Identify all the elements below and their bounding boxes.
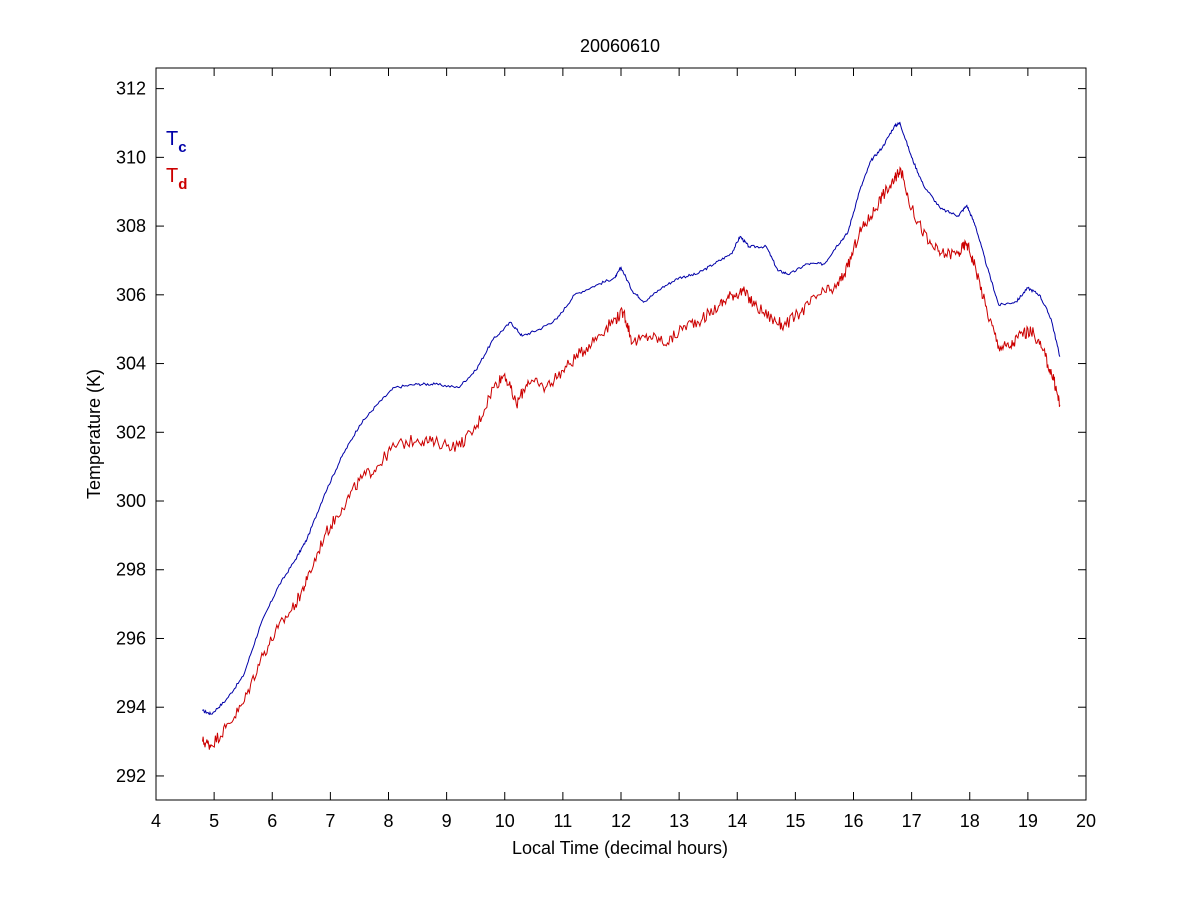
- series-line-tc: [202, 121, 1061, 716]
- x-tick-label: 16: [843, 811, 863, 831]
- y-tick-label: 300: [116, 491, 146, 511]
- y-tick-label: 302: [116, 422, 146, 442]
- x-tick-label: 9: [442, 811, 452, 831]
- y-tick-label: 306: [116, 285, 146, 305]
- legend-tc-sub: c: [178, 139, 186, 156]
- chart-title: 20060610: [580, 36, 660, 56]
- axis-ticks: 4 5 6 7 8 9 10 11 12 13 14 15 16 17 18 19 20 292 294 296 298…: [116, 68, 1096, 831]
- x-axis-label: Local Time (decimal hours): [512, 838, 728, 858]
- x-tick-label: 10: [495, 811, 515, 831]
- x-tick-label: 4: [151, 811, 161, 831]
- x-tick-label: 20: [1076, 811, 1096, 831]
- x-tick-label: 14: [727, 811, 747, 831]
- y-tick-label: 308: [116, 216, 146, 236]
- x-tick-label: 17: [902, 811, 922, 831]
- y-tick-label: 296: [116, 628, 146, 648]
- legend-td-sub: d: [178, 176, 187, 193]
- x-tick-label: 7: [325, 811, 335, 831]
- x-tick-label: 11: [554, 811, 573, 831]
- x-tick-label: 6: [267, 811, 277, 831]
- y-tick-label: 298: [116, 560, 146, 580]
- x-tick-label: 19: [1018, 811, 1038, 831]
- y-axis-label: Temperature (K): [84, 369, 104, 499]
- x-tick-label: 8: [383, 811, 393, 831]
- series-layer: [202, 121, 1061, 750]
- legend: Tc Td: [166, 128, 187, 193]
- y-tick-label: 292: [116, 766, 146, 786]
- legend-tc-main: T: [166, 128, 178, 150]
- x-tick-label: 13: [669, 811, 689, 831]
- series-line-td: [202, 166, 1061, 750]
- y-tick-label: 294: [116, 697, 146, 717]
- x-tick-label: 5: [209, 811, 219, 831]
- legend-item-tc: Tc: [166, 128, 187, 156]
- legend-item-td: Td: [166, 165, 187, 193]
- y-tick-label: 310: [116, 147, 146, 167]
- y-tick-label: 304: [116, 354, 146, 374]
- x-tick-label: 18: [960, 811, 980, 831]
- y-tick-label: 312: [116, 79, 146, 99]
- legend-td-main: T: [166, 165, 178, 187]
- x-tick-label: 12: [611, 811, 631, 831]
- x-tick-label: 15: [785, 811, 805, 831]
